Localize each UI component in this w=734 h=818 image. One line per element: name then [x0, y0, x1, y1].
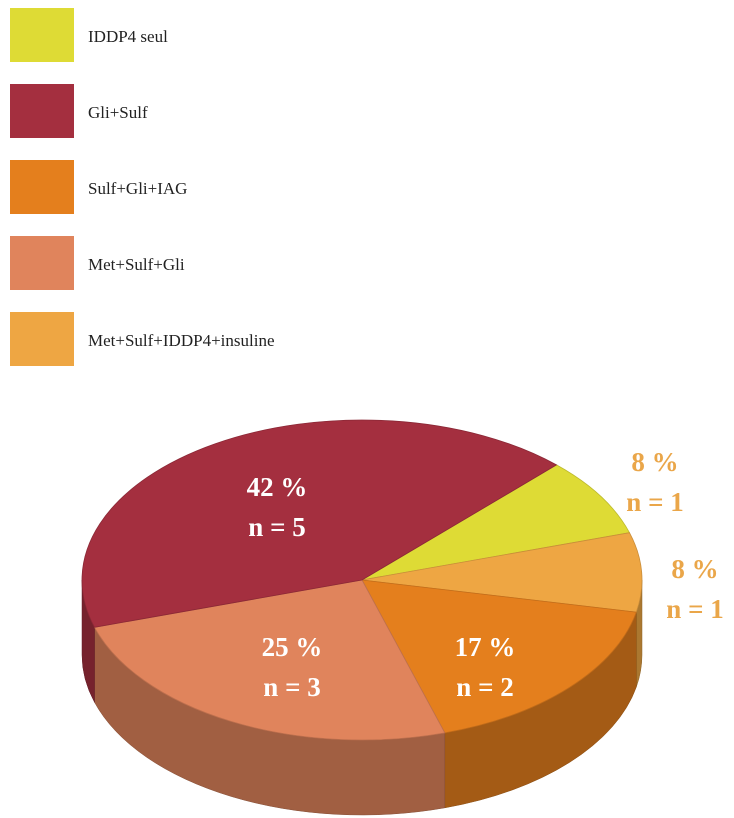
- value-label: 8 %: [631, 447, 678, 477]
- legend-swatch: [10, 236, 74, 290]
- value-label: 17 %: [455, 632, 516, 662]
- pie-slice: [361, 532, 643, 613]
- pie-slice: [93, 579, 446, 741]
- value-label: 8 %: [671, 554, 718, 584]
- legend-label: IDDP4 seul: [88, 27, 168, 46]
- legend-label: Sulf+Gli+IAG: [88, 179, 187, 198]
- legend-swatch: [10, 8, 74, 62]
- legend-label: Met+Sulf+Gli: [88, 255, 185, 274]
- pie-slice: [81, 419, 558, 628]
- legend-swatch: [10, 312, 74, 366]
- value-label: 25 %: [262, 632, 323, 662]
- legend-label: Gli+Sulf: [88, 103, 148, 122]
- legend-label: Met+Sulf+IDDP4+insuline: [88, 331, 275, 350]
- value-label: 42 %: [247, 472, 308, 502]
- legend-swatch: [10, 160, 74, 214]
- count-label: n = 2: [456, 672, 513, 702]
- count-label: n = 5: [248, 512, 305, 542]
- legend-swatch: [10, 84, 74, 138]
- pie-slice: [361, 464, 631, 581]
- pie-slice: [361, 579, 637, 734]
- count-label: n = 1: [666, 594, 723, 624]
- count-label: n = 1: [626, 487, 683, 517]
- count-label: n = 3: [263, 672, 320, 702]
